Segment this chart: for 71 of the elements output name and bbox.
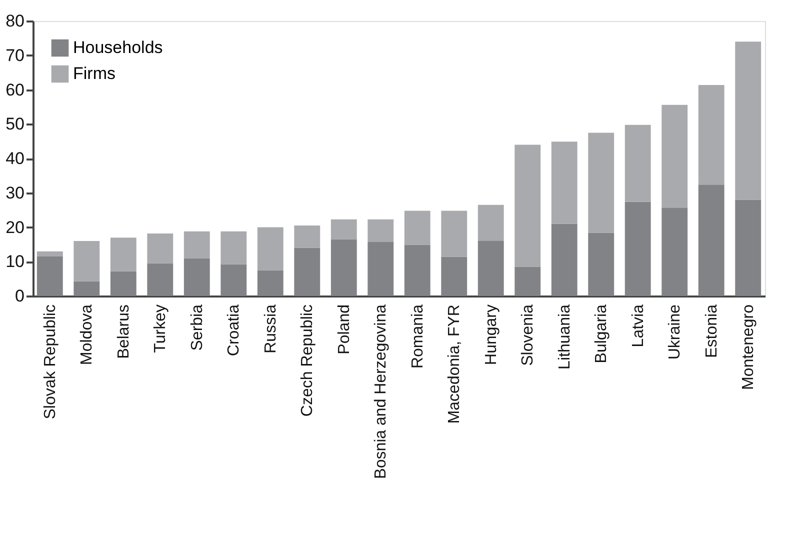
- bar: [74, 281, 100, 296]
- y-tick-label: 30: [6, 183, 24, 202]
- bar: [514, 266, 541, 296]
- bar: [662, 104, 688, 208]
- bar: [110, 238, 136, 272]
- bar: [294, 248, 320, 296]
- bar: [588, 232, 614, 296]
- x-tick-label: Turkey: [152, 304, 170, 353]
- bar: [257, 227, 284, 270]
- y-tick-label: 0: [15, 286, 24, 306]
- bar: [74, 241, 100, 282]
- x-tick-label: Ukraine: [666, 304, 684, 360]
- x-tick-label: Croatia: [226, 304, 243, 356]
- y-tick-label: 50: [6, 114, 24, 134]
- x-tick-label: Slovenia: [520, 304, 537, 366]
- bar: [220, 231, 247, 264]
- bar: [330, 239, 357, 296]
- x-tick-label: Belarus: [115, 304, 132, 359]
- bar: [36, 256, 63, 296]
- legend-label: Households: [73, 38, 163, 57]
- y-tick-label: 40: [6, 149, 24, 168]
- bar: [257, 270, 284, 296]
- bar: [220, 264, 247, 296]
- bar: [478, 204, 504, 241]
- bar: [184, 258, 210, 296]
- x-tick-label: Slovak Republic: [42, 304, 59, 420]
- x-tick-label: Macedonia, FYR: [446, 304, 464, 424]
- x-tick-label: Moldova: [78, 304, 96, 365]
- bar: [404, 210, 430, 245]
- bar: [184, 231, 210, 258]
- bar: [551, 224, 578, 296]
- x-tick-label: Montenegro: [740, 304, 758, 390]
- x-tick-label: Estonia: [703, 304, 720, 358]
- y-tick-label: 20: [6, 218, 24, 237]
- bar: [588, 132, 614, 233]
- y-tick-label: 80: [6, 12, 24, 30]
- bar: [735, 200, 762, 296]
- bar: [735, 42, 762, 200]
- x-tick-label: Hungary: [482, 304, 500, 365]
- x-tick-label: Serbia: [188, 304, 206, 351]
- bar: [110, 271, 136, 296]
- x-tick-label: Lithuania: [556, 304, 574, 370]
- x-tick-label: Bulgaria: [593, 304, 610, 364]
- x-tick-label: Latvia: [630, 304, 647, 348]
- bar: [404, 244, 430, 296]
- legend-label: Firms: [73, 64, 116, 83]
- bar: [368, 219, 394, 242]
- bar: [294, 226, 320, 248]
- y-tick-label: 10: [6, 252, 24, 272]
- bar: [147, 263, 174, 296]
- bar: [514, 144, 541, 267]
- y-tick-label: 70: [6, 46, 24, 65]
- bar: [624, 202, 651, 296]
- x-tick-label: Bosnia and Herzegovina: [372, 304, 390, 479]
- bar: [368, 242, 394, 296]
- x-tick-label: Czech Republic: [299, 304, 316, 417]
- bar: [36, 251, 63, 256]
- x-tick-label: Poland: [336, 304, 353, 354]
- bar: [441, 256, 468, 296]
- bar: [698, 184, 724, 296]
- bar: [478, 240, 504, 296]
- y-tick-label: 60: [6, 80, 24, 100]
- x-tick-label: Romania: [409, 304, 426, 369]
- bar: [624, 124, 651, 202]
- bar: [441, 210, 468, 257]
- bar: [662, 208, 688, 296]
- bar: [147, 233, 174, 264]
- bar: [330, 219, 357, 240]
- x-tick-label: Russia: [262, 304, 280, 354]
- bar: [698, 84, 724, 185]
- bar: [551, 142, 578, 224]
